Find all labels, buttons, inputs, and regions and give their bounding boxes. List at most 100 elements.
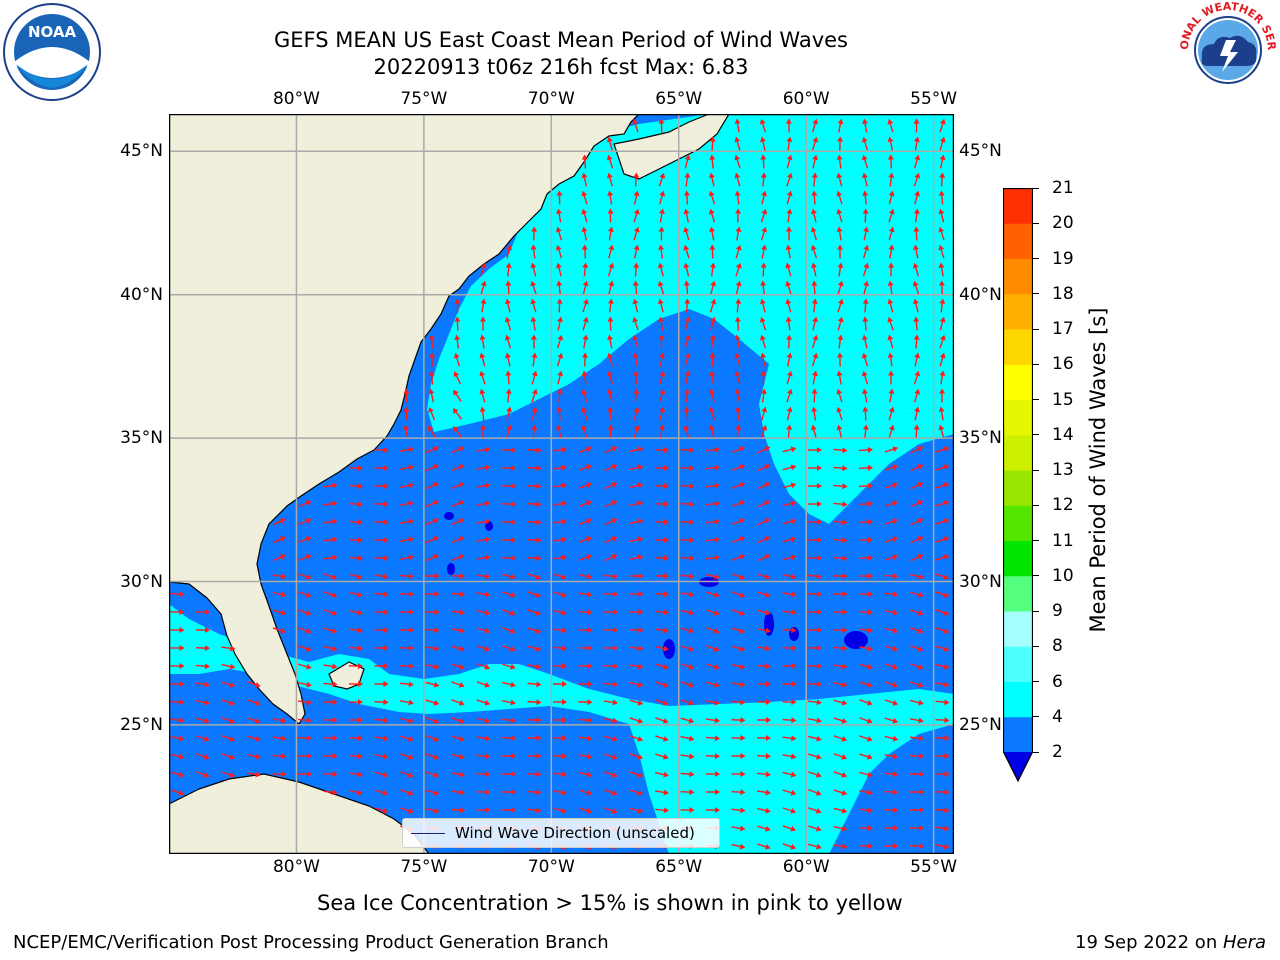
wind-wave-arrow [581, 424, 588, 439]
wind-wave-arrow [912, 280, 920, 295]
wind-wave-arrow [833, 789, 848, 796]
wind-wave-arrow [604, 807, 618, 814]
wind-wave-arrow [501, 735, 516, 742]
wind-wave-arrow [527, 771, 542, 778]
wind-wave-arrow [603, 591, 618, 598]
wind-wave-arrow [323, 591, 338, 598]
wind-wave-arrow [935, 536, 950, 543]
wind-wave-arrow [683, 190, 690, 205]
wind-wave-arrow [556, 352, 564, 367]
wind-wave-arrow [501, 789, 516, 796]
wind-wave-arrow [858, 609, 873, 616]
wind-wave-arrow [760, 136, 766, 151]
wind-wave-arrow [527, 717, 542, 724]
wind-wave-arrow [811, 190, 818, 205]
wind-wave-arrow [323, 645, 338, 652]
wind-wave-arrow [298, 536, 312, 544]
wind-wave-arrow [935, 807, 950, 814]
wind-wave-arrow [935, 554, 950, 561]
wind-wave-arrow [578, 500, 592, 508]
wind-wave-arrow [909, 825, 924, 832]
wind-wave-arrow [731, 591, 746, 598]
wind-wave-arrow [451, 464, 465, 472]
wind-wave-arrow [552, 717, 567, 724]
wind-wave-arrow [298, 627, 312, 634]
wind-wave-arrow [170, 771, 185, 778]
wind-wave-arrow [479, 370, 486, 385]
wind-wave-arrow [782, 843, 797, 850]
wind-wave-arrow [808, 843, 822, 850]
wind-wave-arrow [785, 316, 792, 331]
wind-wave-arrow [552, 518, 567, 525]
wind-wave-arrow [629, 771, 644, 778]
wind-wave-arrow [811, 262, 817, 277]
wind-wave-arrow [884, 500, 899, 507]
wind-wave-arrow [425, 446, 439, 454]
wind-wave-arrow [810, 244, 818, 259]
colorbar-tick-mark [1033, 716, 1039, 718]
wind-wave-arrow [760, 154, 767, 169]
wind-wave-arrow [859, 753, 873, 760]
wind-wave-arrow [632, 352, 639, 367]
lon-tick-top: 60°W [782, 89, 830, 109]
wind-wave-arrow [658, 208, 665, 223]
wind-wave-arrow [527, 537, 542, 544]
wind-wave-arrow [837, 136, 844, 151]
lon-tick-bottom: 75°W [400, 857, 448, 877]
wind-wave-arrow [195, 699, 210, 706]
wind-wave-arrow [910, 536, 924, 544]
wind-wave-arrow [633, 244, 640, 259]
wind-wave-arrow [910, 699, 924, 706]
wind-wave-arrow [531, 388, 538, 403]
wind-wave-arrow [527, 591, 542, 598]
wind-wave-arrow [708, 208, 716, 223]
wind-wave-arrow [454, 334, 461, 349]
wind-wave-arrow [939, 118, 946, 133]
wind-wave-arrow [837, 298, 844, 313]
wind-wave-arrow [705, 771, 720, 778]
wind-wave-arrow [556, 190, 563, 205]
wind-wave-arrow [833, 753, 848, 760]
wind-wave-arrow [786, 370, 793, 385]
wind-wave-arrow [578, 554, 592, 562]
wind-wave-arrow [221, 645, 236, 652]
wind-wave-arrow [810, 424, 817, 439]
wind-wave-arrow [476, 627, 491, 634]
wind-wave-arrow [453, 425, 462, 438]
wind-wave-arrow [680, 663, 695, 670]
wind-wave-arrow [555, 244, 563, 259]
wind-wave-arrow [400, 753, 414, 760]
map-plot [169, 114, 954, 854]
wind-wave-arrow [683, 244, 690, 259]
wind-wave-arrow [782, 753, 797, 760]
wind-wave-arrow [476, 500, 491, 507]
wind-wave-arrow [604, 464, 618, 472]
wind-wave-arrow [684, 352, 691, 367]
wind-wave-arrow [272, 771, 287, 778]
wind-wave-arrow [527, 519, 542, 526]
wind-wave-arrow [607, 226, 614, 241]
wind-wave-arrow [633, 208, 640, 223]
wind-wave-arrow [323, 663, 338, 670]
wind-wave-arrow [476, 807, 491, 814]
wind-wave-arrow [399, 464, 414, 471]
wind-wave-arrow [782, 446, 797, 453]
wind-wave-arrow [862, 190, 869, 205]
wind-wave-arrow [887, 352, 894, 367]
wind-wave-arrow [480, 298, 487, 313]
wind-wave-arrow [604, 446, 618, 454]
wind-wave-arrow [399, 627, 414, 634]
wind-wave-arrow [633, 388, 640, 403]
wind-wave-arrow [808, 771, 822, 778]
wind-wave-arrow [731, 518, 746, 525]
wind-wave-arrow [603, 681, 618, 688]
wind-wave-arrow [912, 298, 919, 313]
wind-wave-arrow [476, 446, 491, 453]
wind-wave-arrow [629, 735, 644, 742]
wind-wave-arrow [531, 406, 538, 421]
wind-wave-arrow [374, 681, 389, 688]
wind-wave-arrow [348, 537, 363, 544]
wind-wave-arrow [451, 753, 465, 760]
wind-wave-arrow [578, 663, 593, 669]
wind-wave-arrow [582, 262, 589, 277]
